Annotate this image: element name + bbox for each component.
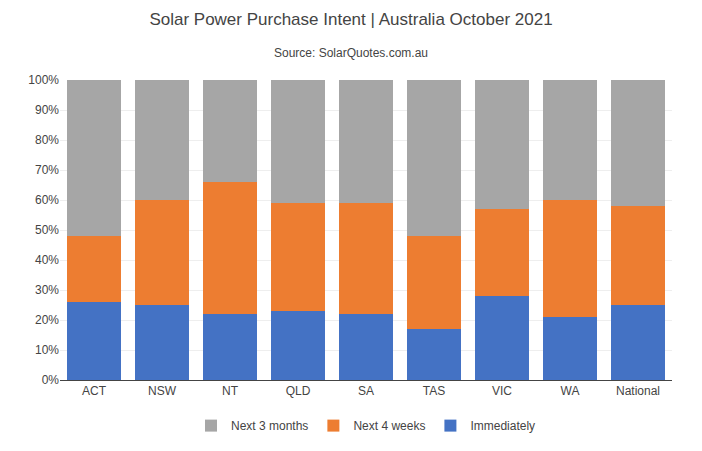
svg-text:10%: 10% (35, 343, 59, 357)
svg-text:Next 4 weeks: Next 4 weeks (353, 419, 425, 433)
svg-text:20%: 20% (35, 313, 59, 327)
svg-text:80%: 80% (35, 133, 59, 147)
svg-text:Source: SolarQuotes.com.au: Source: SolarQuotes.com.au (274, 46, 428, 60)
svg-text:30%: 30% (35, 283, 59, 297)
svg-text:NT: NT (222, 384, 239, 398)
svg-text:50%: 50% (35, 223, 59, 237)
svg-text:ACT: ACT (82, 384, 107, 398)
svg-text:40%: 40% (35, 253, 59, 267)
svg-text:TAS: TAS (423, 384, 445, 398)
svg-text:SA: SA (358, 384, 374, 398)
svg-text:0%: 0% (42, 373, 60, 387)
svg-text:VIC: VIC (492, 384, 512, 398)
svg-text:70%: 70% (35, 163, 59, 177)
svg-text:Immediately: Immediately (470, 419, 535, 433)
svg-text:Next 3 months: Next 3 months (231, 419, 308, 433)
svg-text:QLD: QLD (286, 384, 311, 398)
svg-text:WA: WA (561, 384, 580, 398)
svg-text:Solar Power Purchase Intent |: Solar Power Purchase Intent | Australia … (149, 10, 552, 29)
svg-text:National: National (616, 384, 660, 398)
svg-text:90%: 90% (35, 103, 59, 117)
svg-text:100%: 100% (28, 73, 59, 87)
svg-text:NSW: NSW (148, 384, 177, 398)
svg-text:60%: 60% (35, 193, 59, 207)
